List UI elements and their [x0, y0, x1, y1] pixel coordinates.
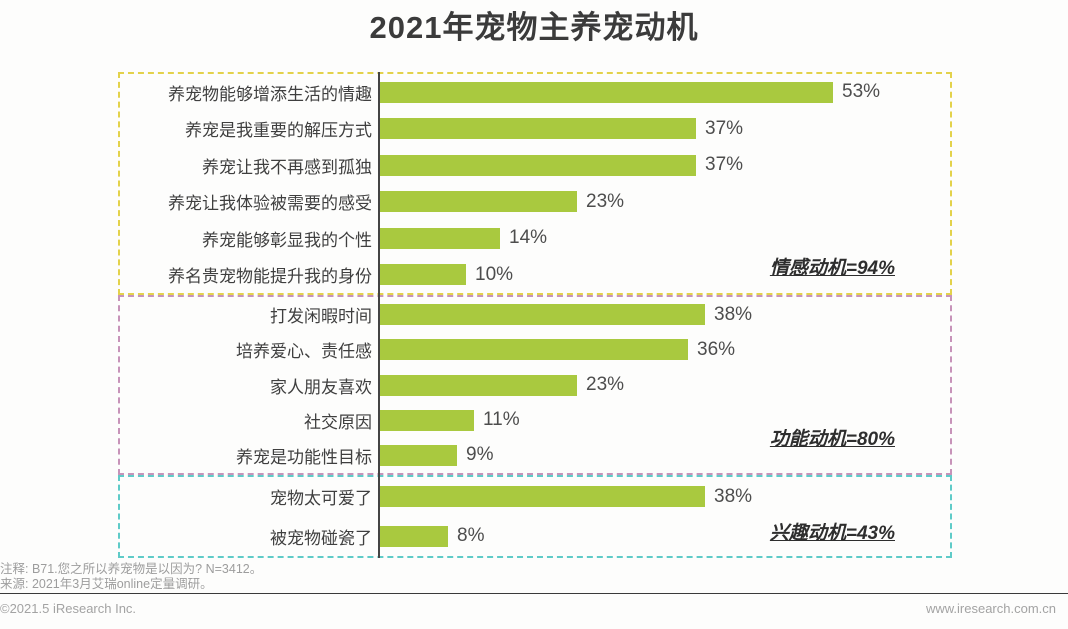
bar-category-label: 养宠是功能性目标 [236, 447, 372, 467]
bar [380, 154, 696, 176]
website-link[interactable]: www.iresearch.com.cn [925, 601, 1056, 616]
bar-row: 被宠物碰瓷了 8% [120, 517, 950, 557]
copyright-text: ©2021.5 iResearch Inc. [0, 601, 137, 616]
footnotes: 注释: B71.您之所以养宠物是以因为? N=3412。 来源: 2021年3月… [0, 562, 262, 592]
bar-category-label: 被宠物碰瓷了 [270, 528, 372, 548]
bar-category-label: 养宠能够彰显我的个性 [202, 230, 372, 250]
bar-category-label: 养宠让我体验被需要的感受 [168, 194, 372, 214]
bar-row: 养宠能够彰显我的个性 14% [120, 220, 950, 257]
bar [380, 444, 457, 466]
group-summary-interest: 兴趣动机=43% [769, 523, 895, 544]
bar-category-label: 社交原因 [304, 412, 372, 432]
bar-value-label: 53% [842, 81, 881, 103]
group-box-emotional: 养宠物能够增添生活的情趣 53% 养宠是我重要的解压方式 37% 养宠让我不再感到孤独 3… [118, 72, 952, 295]
bar [380, 81, 833, 103]
bar-row: 培养爱心、责任感 36% [120, 332, 950, 367]
bar-row: 打发闲暇时间 38% [120, 297, 950, 332]
chart-title: 2021年宠物主养宠动机 [369, 10, 699, 45]
bar [380, 339, 688, 361]
bar-row: 养宠是功能性目标 9% [120, 438, 950, 473]
bar-value-label: 11% [483, 409, 520, 431]
group-box-functional: 打发闲暇时间 38% 培养爱心、责任感 36% 家人朋友喜欢 23% 社交原因 11% 养宠是功… [118, 295, 952, 475]
group-summary-functional: 功能动机=80% [769, 429, 895, 450]
bar [380, 191, 577, 213]
group-summary-emotional: 情感动机=94% [769, 258, 895, 279]
footer-divider [0, 593, 1068, 594]
bar-value-label: 10% [475, 263, 514, 285]
bar-category-label: 宠物太可爱了 [270, 489, 372, 509]
bar-value-label: 37% [705, 117, 744, 139]
bar-value-label: 9% [466, 444, 494, 466]
bar-value-label: 36% [697, 338, 736, 360]
bar-category-label: 打发闲暇时间 [270, 307, 372, 327]
bar [380, 374, 577, 396]
bar-row: 家人朋友喜欢 23% [120, 367, 950, 402]
footnote-source: 来源: 2021年3月艾瑞online定量调研。 [0, 577, 213, 591]
bar-value-label: 8% [457, 525, 485, 547]
bar-row: 宠物太可爱了 38% [120, 477, 950, 517]
bar-value-label: 14% [509, 227, 548, 249]
bar-rows-emotional: 养宠物能够增添生活的情趣 53% 养宠是我重要的解压方式 37% 养宠让我不再感到孤独 3… [120, 74, 950, 293]
bar-row: 养宠是我重要的解压方式 37% [120, 111, 950, 148]
footnote-note: 注释: B71.您之所以养宠物是以因为? N=3412。 [0, 562, 263, 576]
bar-rows-interest: 宠物太可爱了 38% 被宠物碰瓷了 8% [120, 477, 950, 556]
bar-value-label: 37% [705, 154, 744, 176]
bar-row: 养宠物能够增添生活的情趣 53% [120, 74, 950, 111]
bar-category-label: 家人朋友喜欢 [270, 377, 372, 397]
bar [380, 409, 474, 431]
bar-category-label: 培养爱心、责任感 [236, 342, 372, 362]
bar-value-label: 23% [586, 190, 625, 212]
bar [380, 304, 705, 326]
bar [380, 118, 696, 140]
axis-baseline [378, 72, 380, 558]
bar-category-label: 养宠是我重要的解压方式 [185, 121, 372, 141]
bar [380, 525, 448, 547]
bar [380, 264, 466, 286]
bar-category-label: 养宠让我不再感到孤独 [202, 157, 372, 177]
bar-value-label: 38% [714, 485, 753, 507]
bar-row: 养名贵宠物能提升我的身份 10% [120, 257, 950, 294]
bar-value-label: 23% [586, 374, 625, 395]
bar-rows-functional: 打发闲暇时间 38% 培养爱心、责任感 36% 家人朋友喜欢 23% 社交原因 11% 养宠是功… [120, 297, 950, 473]
bar-row: 养宠让我不再感到孤独 37% [120, 147, 950, 184]
bar-value-label: 38% [714, 303, 753, 325]
group-box-interest: 宠物太可爱了 38% 被宠物碰瓷了 8% 兴趣动机=43% [118, 475, 952, 558]
bar [380, 486, 705, 508]
bar-category-label: 养宠物能够增添生活的情趣 [168, 84, 372, 104]
bar-category-label: 养名贵宠物能提升我的身份 [168, 267, 372, 287]
bar-row: 社交原因 11% [120, 403, 950, 438]
bar-row: 养宠让我体验被需要的感受 23% [120, 184, 950, 221]
bar [380, 227, 500, 249]
